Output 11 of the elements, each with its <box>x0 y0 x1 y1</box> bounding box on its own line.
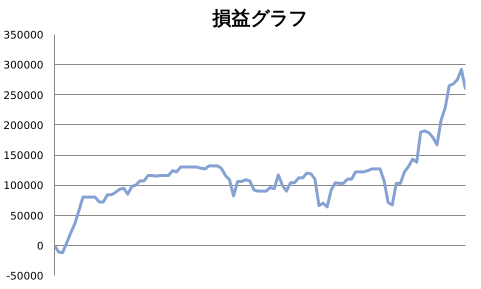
y-tick-label: 200000 <box>3 120 44 132</box>
y-tick-label: 0 <box>36 240 44 252</box>
y-tick-label: -50000 <box>6 270 44 282</box>
line-series <box>54 68 466 254</box>
y-tick-label: 150000 <box>3 150 44 162</box>
y-tick-label: 350000 <box>3 30 44 42</box>
y-tick-label: 50000 <box>10 210 44 222</box>
chart-title: 損益グラフ <box>212 8 308 30</box>
y-tick-label: 100000 <box>3 180 44 192</box>
y-tick-label: 300000 <box>3 60 44 72</box>
y-tick-label: 250000 <box>3 90 44 102</box>
